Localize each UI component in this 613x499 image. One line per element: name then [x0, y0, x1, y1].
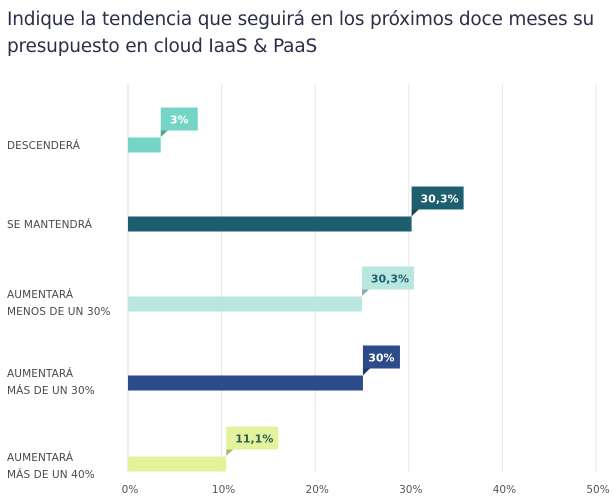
category-label: MENOS DE UN 30%	[7, 306, 111, 318]
value-label-pointer-shadow	[411, 209, 419, 216]
x-tick-label: 30%	[399, 484, 422, 496]
data-label: 3%	[170, 114, 189, 127]
category-label: MÁS DE UN 40%	[7, 468, 95, 481]
bar	[128, 456, 227, 472]
value-label-pointer	[226, 449, 234, 457]
x-tick-label: 20%	[306, 484, 329, 496]
category-label: AUMENTARÁ	[7, 367, 74, 380]
data-label: 30%	[368, 352, 394, 365]
chart-title: Indique la tendencia que seguirá en los …	[7, 9, 595, 57]
value-label-box	[362, 345, 400, 369]
data-label: 30,3%	[421, 193, 459, 206]
value-label-box	[362, 266, 414, 290]
category-label: AUMENTARÁ	[7, 451, 74, 464]
category-label: SE MANTENDRÁ	[7, 218, 93, 231]
bar	[128, 216, 412, 232]
data-label: 11,1%	[235, 433, 273, 446]
value-label-box	[160, 107, 198, 131]
value-label-pointer	[362, 368, 370, 376]
value-label-pointer-shadow	[362, 289, 369, 296]
bar	[128, 375, 363, 391]
category-label: MÁS DE UN 30%	[7, 384, 95, 397]
bar	[128, 296, 362, 312]
value-label-pointer-shadow	[226, 449, 234, 456]
x-tick-label: 0%	[122, 484, 139, 496]
category-label: DESCENDERÁ	[7, 139, 81, 152]
x-tick-label: 10%	[212, 484, 235, 496]
bar	[128, 137, 161, 153]
value-label-pointer	[411, 209, 419, 217]
value-label-pointer	[362, 289, 369, 297]
value-label-pointer-shadow	[362, 368, 370, 375]
value-label-box	[411, 186, 464, 210]
value-label-pointer-shadow	[160, 130, 168, 137]
x-tick-label: 40%	[493, 484, 516, 496]
value-label-pointer	[160, 130, 168, 138]
x-tick-label: 50%	[586, 484, 609, 496]
value-label-box	[226, 426, 279, 450]
category-label: AUMENTARÁ	[7, 288, 74, 301]
data-label: 30,3%	[371, 273, 409, 286]
